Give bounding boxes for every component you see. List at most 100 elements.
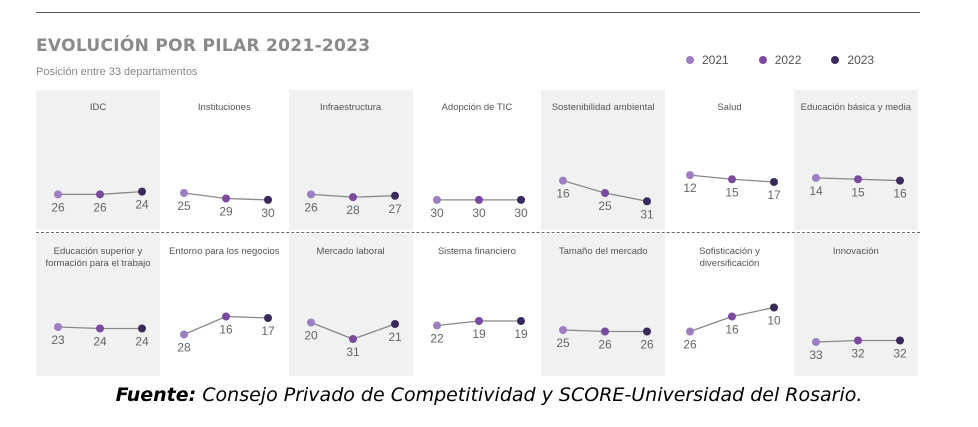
data-label-2021: 26 [51, 200, 65, 214]
point-2023 [643, 327, 652, 336]
data-label-2023: 32 [893, 347, 907, 361]
point-2021 [54, 323, 62, 331]
data-label-2022: 28 [346, 203, 360, 217]
panel-plot: 25 29 30 [178, 189, 276, 220]
panel-title: Entorno para los negocios [169, 246, 280, 257]
data-label-2023: 21 [388, 330, 402, 344]
panel-title: Instituciones [197, 102, 251, 113]
panel-plot: 12 15 17 [683, 171, 780, 202]
source-text: Consejo Privado de Competitividad y SCOR… [196, 384, 863, 406]
panel-title: IDC [89, 102, 107, 113]
data-label-2021: 25 [557, 336, 571, 350]
data-label-2021: 26 [683, 338, 697, 352]
point-2021 [180, 330, 189, 339]
panel-idc: IDC 26 26 24 [36, 90, 160, 230]
data-label-2023: 17 [262, 324, 276, 338]
point-2021 [811, 338, 820, 346]
data-label-2022: 30 [472, 206, 486, 220]
point-2022 [96, 324, 104, 333]
data-label-2021: 30 [430, 206, 444, 220]
legend-item-2023: 2023 [831, 52, 874, 68]
panel-title: Sistema financiero [437, 246, 516, 257]
point-2023 [138, 324, 146, 333]
data-label-2022: 16 [725, 323, 739, 337]
panel-sostenibilidad-ambiental: Sostenibilidad ambiental 16 25 31 [541, 90, 666, 230]
chart-subtitle: Posición entre 33 departamentos [36, 66, 198, 78]
point-2022 [348, 193, 357, 202]
panel-title: Adopción de TIC [441, 102, 513, 113]
data-label-2022: 25 [599, 199, 613, 213]
data-label-2022: 16 [220, 323, 234, 337]
point-2021 [685, 171, 694, 180]
point-2022 [96, 190, 104, 199]
source-note: Fuente: Consejo Privado de Competitivida… [0, 384, 978, 406]
data-label-2022: 15 [851, 185, 865, 199]
data-label-2021: 16 [557, 187, 571, 201]
data-label-2022: 32 [851, 347, 865, 361]
data-label-2022: 19 [472, 327, 486, 341]
point-2023 [390, 320, 399, 328]
point-2021 [432, 195, 441, 204]
point-2022 [222, 194, 231, 203]
point-2021 [306, 190, 315, 199]
data-label-2023: 27 [388, 202, 402, 216]
point-2022 [727, 312, 736, 321]
point-2022 [601, 327, 610, 336]
panel-infraestructura: Infraestructura 26 28 27 [288, 90, 413, 230]
panel-title: Salud [717, 102, 742, 113]
panel-plot: 16 25 31 [557, 176, 654, 221]
point-2023 [138, 187, 146, 196]
source-label: Fuente: [115, 384, 197, 406]
point-2023 [264, 314, 273, 322]
point-2022 [601, 189, 610, 197]
data-label-2021: 12 [683, 181, 697, 195]
point-2021 [811, 173, 820, 182]
point-2023 [769, 178, 778, 186]
panel-plot: 28 16 17 [178, 312, 276, 355]
panel-title: Educación básica y media [800, 102, 911, 113]
data-label-2023: 10 [767, 314, 781, 328]
point-2021 [559, 176, 568, 185]
data-label-2023: 30 [262, 206, 276, 220]
panel-title: Sostenibilidad ambiental [551, 102, 655, 113]
panel-mercado-laboral: Mercado laboral 20 31 21 [288, 234, 413, 376]
panel-adopcion-de-tic: Adopción de TIC 30 30 30 [415, 90, 539, 230]
point-2022 [474, 317, 483, 325]
panel-title: Mercado laboral [316, 246, 385, 257]
point-2023 [264, 195, 273, 204]
data-label-2023: 24 [135, 198, 149, 212]
point-2021 [559, 326, 568, 334]
panel-tamano-del-mercado: Tamaño del mercado 25 26 26 [541, 234, 666, 376]
data-label-2021: 28 [178, 341, 192, 355]
data-label-2023: 30 [514, 206, 528, 220]
point-2023 [643, 197, 652, 206]
legend-item-2021: 2021 [686, 52, 729, 68]
point-2022 [222, 312, 231, 321]
point-2021 [180, 189, 189, 197]
point-2023 [895, 176, 904, 185]
data-label-2022: 24 [93, 335, 107, 349]
data-label-2022: 26 [599, 338, 613, 352]
panel-plot: 33 32 32 [809, 336, 907, 362]
legend: 2021 2022 2023 [686, 52, 874, 68]
data-label-2022: 15 [725, 185, 739, 199]
panel-title: Educación superior y formación para el t… [45, 246, 151, 269]
panel-sofisticacion-y-diversificacion: Sofisticación y diversificación 26 16 10 [668, 234, 792, 376]
panel-entorno-para-los-negocios: Entorno para los negocios 28 16 17 [162, 234, 286, 376]
point-2021 [54, 190, 62, 199]
legend-marker-2023 [831, 56, 840, 64]
panel-educacion-superior-y-formacion-para-el-trabajo: Educación superior y formación para el t… [36, 234, 160, 376]
point-2023 [516, 317, 525, 325]
panel-plot: 26 16 10 [683, 303, 781, 352]
data-label-2021: 20 [304, 329, 318, 343]
data-label-2022: 26 [93, 200, 107, 214]
legend-label-2023: 2023 [847, 53, 875, 67]
panel-plot: 23 24 24 [51, 323, 149, 349]
panel-plot: 26 28 27 [304, 190, 402, 217]
row-divider [36, 232, 920, 233]
point-2023 [769, 303, 778, 312]
data-label-2021: 33 [809, 348, 823, 362]
legend-item-2022: 2022 [758, 52, 801, 68]
data-label-2022: 31 [346, 345, 360, 359]
panel-salud: Salud 12 15 17 [668, 90, 792, 230]
